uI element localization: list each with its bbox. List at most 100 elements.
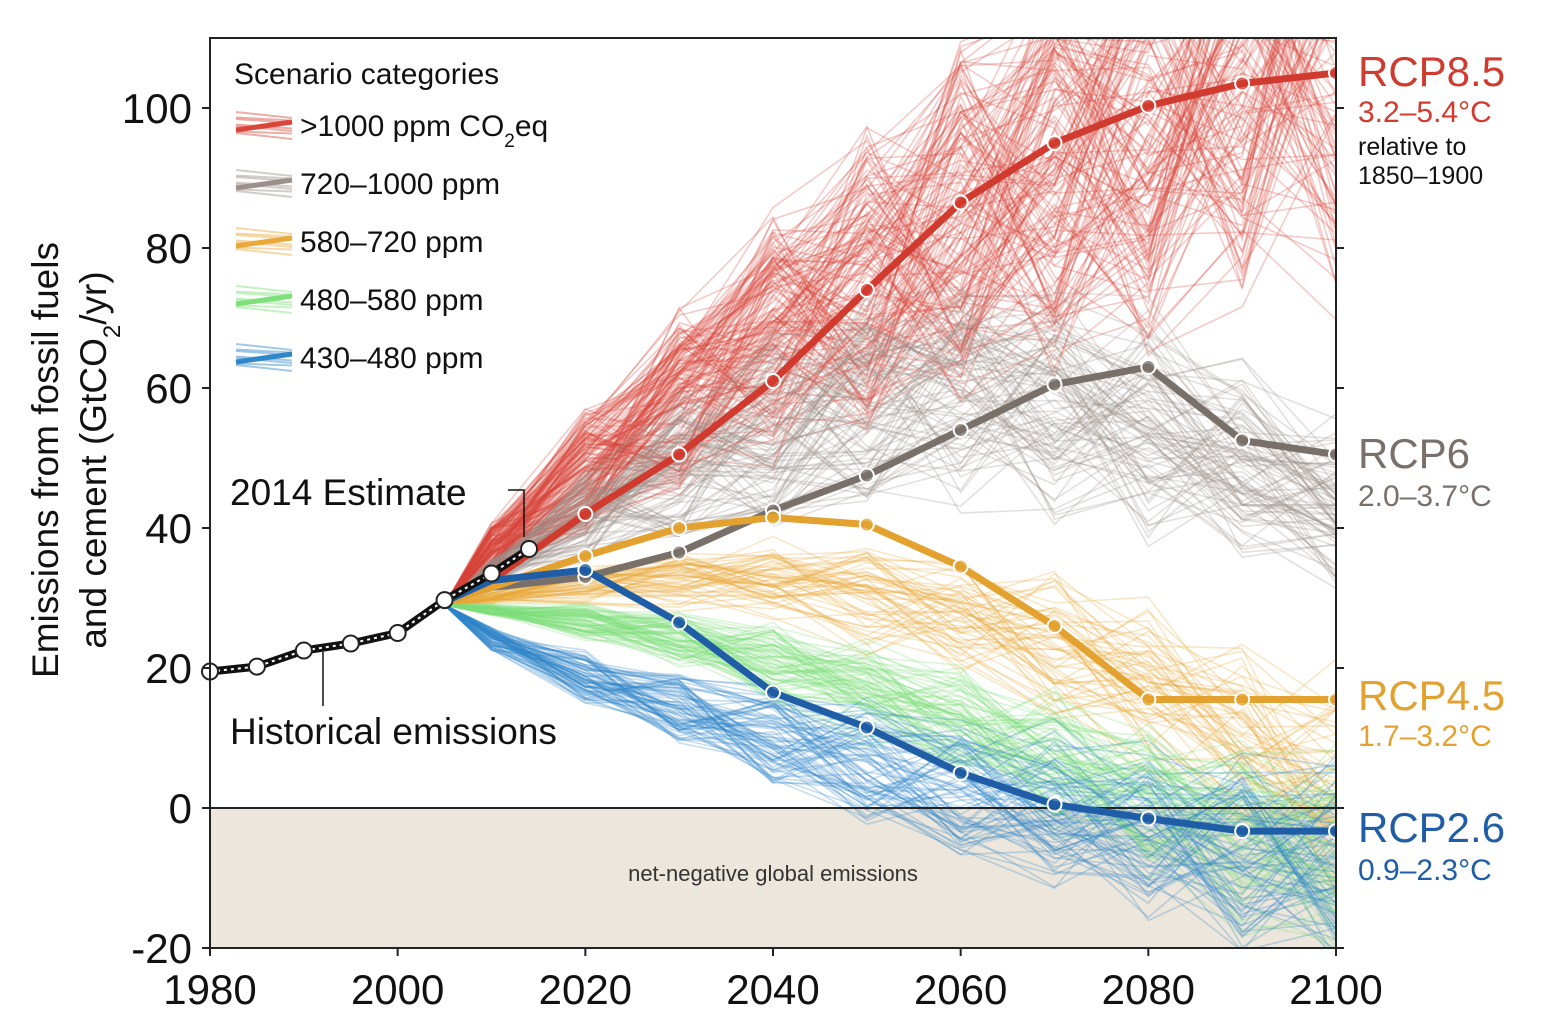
scenario-ensemble-line <box>444 315 1336 606</box>
scenario-ensemble-line <box>444 337 1336 606</box>
scenario-ensemble-line <box>444 575 1336 799</box>
scenario-ensemble-line <box>443 50 1336 606</box>
legend-label-text: 430–480 ppm <box>300 342 484 375</box>
legend-swatch-line <box>235 188 293 193</box>
scenario-ensemble-line <box>443 38 1225 606</box>
scenario-ensemble-line <box>443 38 1278 606</box>
rcp-series-point <box>577 562 594 578</box>
scenario-ensemble-line <box>444 604 1336 838</box>
rcp6-label: RCP6 <box>1358 430 1470 477</box>
scenario-ensemble-line <box>444 604 1336 873</box>
scenario-ensemble-line <box>444 38 1074 606</box>
scenario-ensemble-line <box>444 604 1336 922</box>
scenario-ensemble-line <box>444 593 1336 804</box>
scenario-ensemble-line <box>444 366 1336 606</box>
x-tick-label: 2040 <box>726 966 819 1013</box>
scenario-ensemble-line <box>444 602 1336 836</box>
scenario-ensemble-line <box>444 557 1336 809</box>
scenario-ensemble-line <box>444 604 1336 930</box>
scenario-ensemble-line <box>444 604 1336 948</box>
scenario-ensemble-line <box>444 604 1336 913</box>
scenario-ensemble-line <box>444 604 1336 873</box>
scenario-ensemble-line <box>444 604 1336 906</box>
scenario-ensemble-line <box>443 38 1249 606</box>
scenario-ensemble-line <box>443 38 1336 606</box>
scenario-ensemble-line <box>444 38 1336 606</box>
y-tick-label: 20 <box>145 645 192 692</box>
scenario-ensemble-line <box>444 604 1336 939</box>
scenario-ensemble-line <box>444 333 1336 606</box>
scenario-ensemble-line <box>444 604 1328 948</box>
scenario-ensemble-line <box>444 327 1336 606</box>
scenario-ensemble-line <box>443 38 1191 606</box>
rcp85-note-line2: 1850–1900 <box>1358 162 1483 190</box>
scenario-ensemble-line <box>444 604 1328 948</box>
scenario-ensemble-line <box>443 38 1039 606</box>
scenario-ensemble-line <box>444 604 1336 838</box>
scenario-ensemble-line <box>444 604 1336 809</box>
scenario-ensemble-line <box>444 317 1336 606</box>
scenario-ensemble-line <box>443 38 1336 606</box>
scenario-ensemble-line <box>443 38 1202 606</box>
scenario-ensemble-line <box>444 332 1336 606</box>
legend-label: 430–480 ppm <box>300 342 484 375</box>
historical-point <box>388 624 407 642</box>
rcp-series-point <box>1046 376 1063 393</box>
scenario-ensemble-line <box>444 319 1336 606</box>
scenario-ensemble-line <box>444 604 1336 832</box>
scenario-ensemble-line <box>444 604 1336 873</box>
rcp-series-point <box>1328 446 1336 463</box>
scenario-ensemble-line <box>444 604 1336 883</box>
scenario-ensemble-line <box>443 38 1146 606</box>
scenario-ensemble-line <box>444 604 1336 839</box>
scenario-ensemble-line <box>444 38 1220 606</box>
scenario-ensemble-line <box>444 38 1201 606</box>
scenario-ensemble-line <box>444 354 1336 606</box>
scenario-ensemble-line <box>444 604 1336 937</box>
scenario-ensemble-line <box>444 604 1336 895</box>
rcp-series-point <box>1140 359 1157 375</box>
scenario-ensemble-line <box>444 604 1336 798</box>
scenario-ensemble-line <box>444 38 1336 606</box>
rcp45-label: RCP4.5 <box>1358 672 1505 719</box>
scenario-ensemble-line <box>443 38 1294 606</box>
scenario-ensemble-line <box>444 321 1336 606</box>
scenario-ensemble-line <box>444 44 1336 606</box>
scenario-ensemble-line <box>444 38 1320 606</box>
rcp-series-point <box>1046 135 1063 151</box>
scenario-ensemble-line <box>444 282 1336 606</box>
scenario-ensemble-line <box>444 604 1336 894</box>
scenario-ensemble-line <box>444 325 1336 606</box>
rcp-series <box>443 65 1336 840</box>
scenario-ensemble-line <box>444 604 1336 922</box>
scenario-ensemble-line <box>444 559 1336 755</box>
scenario-ensemble-line <box>444 604 1336 938</box>
scenario-ensemble-line <box>444 351 1336 606</box>
scenario-ensemble-line <box>443 38 1193 606</box>
estimate-leader <box>508 489 525 537</box>
rcp26-label: RCP2.6 <box>1358 804 1505 851</box>
scenario-ensemble-line <box>444 604 1336 895</box>
scenario-ensemble-line <box>444 604 1336 904</box>
scenario-ensemble-line <box>443 38 1318 606</box>
scenario-ensemble-line <box>444 604 1336 884</box>
scenario-ensemble-line <box>444 604 1336 900</box>
y-tick-label: 0 <box>169 785 192 832</box>
scenario-ensemble-line <box>444 38 1212 606</box>
scenario-ensemble-line <box>444 572 1336 736</box>
scenario-ensemble-line <box>444 564 1336 836</box>
scenario-ensemble-line <box>443 38 1121 606</box>
rcp-series-point <box>1046 796 1063 813</box>
scenario-ensemble-line <box>444 604 1336 885</box>
scenario-ensemble-line <box>443 38 1336 606</box>
scenario-ensemble-line <box>443 38 1297 606</box>
scenario-ensemble-line <box>444 604 1336 938</box>
x-tick-label: 2060 <box>914 966 1007 1013</box>
scenario-ensemble-line <box>444 604 1336 848</box>
legend-swatch-line <box>235 111 293 119</box>
scenario-ensemble-line <box>444 552 1336 827</box>
scenario-ensemble-line <box>443 62 1336 606</box>
legend-label-text: 580–720 ppm <box>300 226 484 259</box>
scenario-ensemble-line <box>444 570 1336 820</box>
scenario-ensemble-line <box>444 604 1336 847</box>
